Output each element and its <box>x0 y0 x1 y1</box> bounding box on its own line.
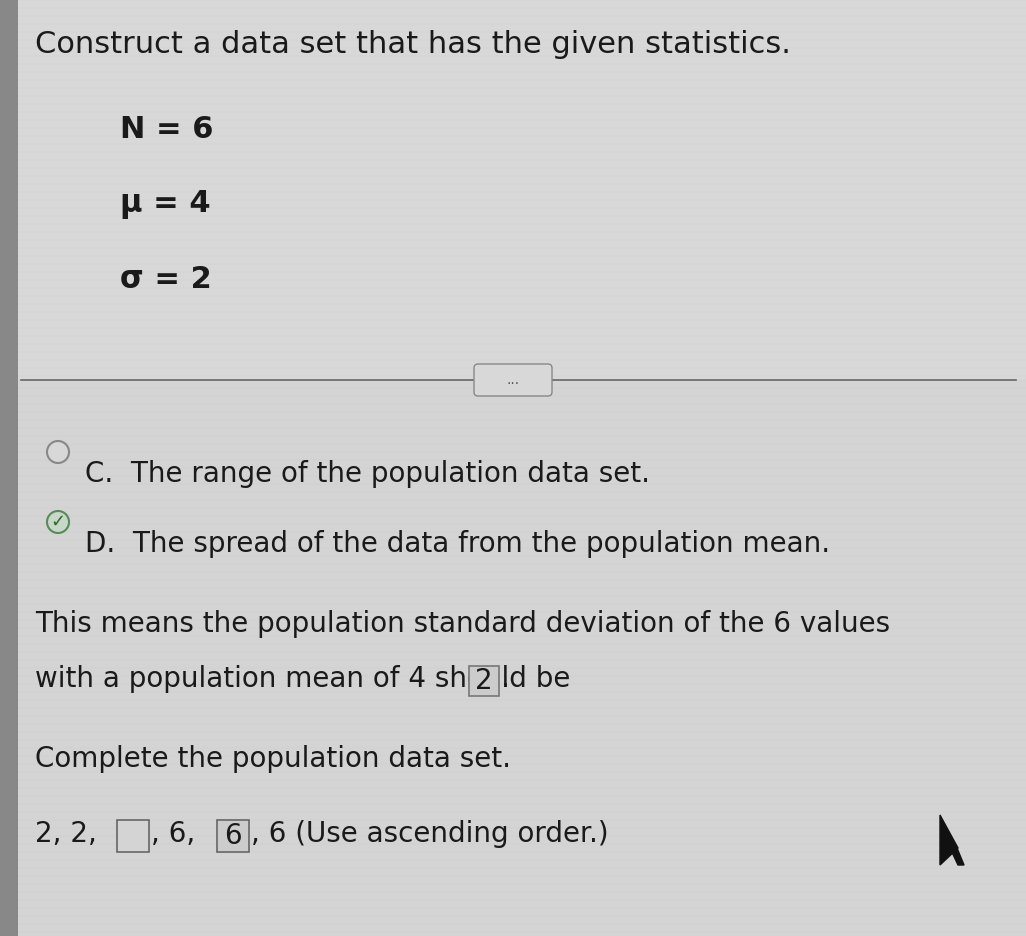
Text: with a population mean of 4 should be: with a population mean of 4 should be <box>35 665 570 693</box>
Bar <box>0 0 18 936</box>
Text: 6: 6 <box>225 822 242 850</box>
Circle shape <box>47 511 69 533</box>
Text: 2, 2,: 2, 2, <box>35 820 96 848</box>
Text: N = 6: N = 6 <box>120 115 213 144</box>
Text: D.  The spread of the data from the population mean.: D. The spread of the data from the popul… <box>85 530 830 558</box>
Text: μ = 4: μ = 4 <box>120 190 210 219</box>
Text: Complete the population data set.: Complete the population data set. <box>35 745 511 773</box>
FancyBboxPatch shape <box>469 666 499 696</box>
Polygon shape <box>950 848 964 865</box>
Polygon shape <box>940 815 958 865</box>
Text: 2: 2 <box>475 667 492 695</box>
FancyBboxPatch shape <box>218 820 249 852</box>
Text: , 6,: , 6, <box>151 820 195 848</box>
Circle shape <box>47 441 69 463</box>
Text: σ = 2: σ = 2 <box>120 265 211 294</box>
FancyBboxPatch shape <box>117 820 149 852</box>
Text: ...: ... <box>507 373 519 387</box>
FancyBboxPatch shape <box>474 364 552 396</box>
Circle shape <box>46 510 70 534</box>
Text: This means the population standard deviation of the 6 values: This means the population standard devia… <box>35 610 891 638</box>
Text: .: . <box>501 665 510 693</box>
Text: , 6 (Use ascending order.): , 6 (Use ascending order.) <box>251 820 608 848</box>
Text: ✓: ✓ <box>50 513 66 531</box>
Text: Construct a data set that has the given statistics.: Construct a data set that has the given … <box>35 30 791 59</box>
Text: C.  The range of the population data set.: C. The range of the population data set. <box>85 460 650 488</box>
Bar <box>0 380 1026 936</box>
